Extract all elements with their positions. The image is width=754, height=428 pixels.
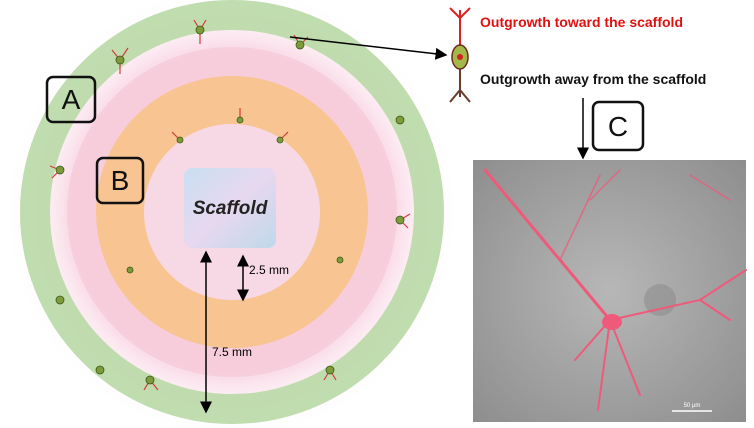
neuron-icon (449, 7, 471, 103)
outer-distance: 7.5 mm (212, 345, 252, 359)
panel-box (591, 100, 645, 152)
panel-box (45, 75, 97, 124)
panel-label: B (111, 165, 130, 196)
scaffold-label: Scaffold (193, 198, 268, 219)
away-label: Outgrowth away from the scaffold (480, 71, 706, 87)
neuron-bodies (55, 25, 405, 385)
micrograph: 50 µm (473, 160, 747, 422)
inner-distance: 2.5 mm (249, 263, 289, 277)
panel-label: A (62, 84, 81, 115)
scaffold-block (184, 168, 276, 248)
toward-label: Outgrowth toward the scaffold (480, 14, 683, 30)
scale-bar-label: 50 µm (684, 403, 701, 409)
panel-box (95, 156, 145, 205)
pointer-arrow (289, 36, 448, 60)
panel-label: C (608, 111, 628, 142)
